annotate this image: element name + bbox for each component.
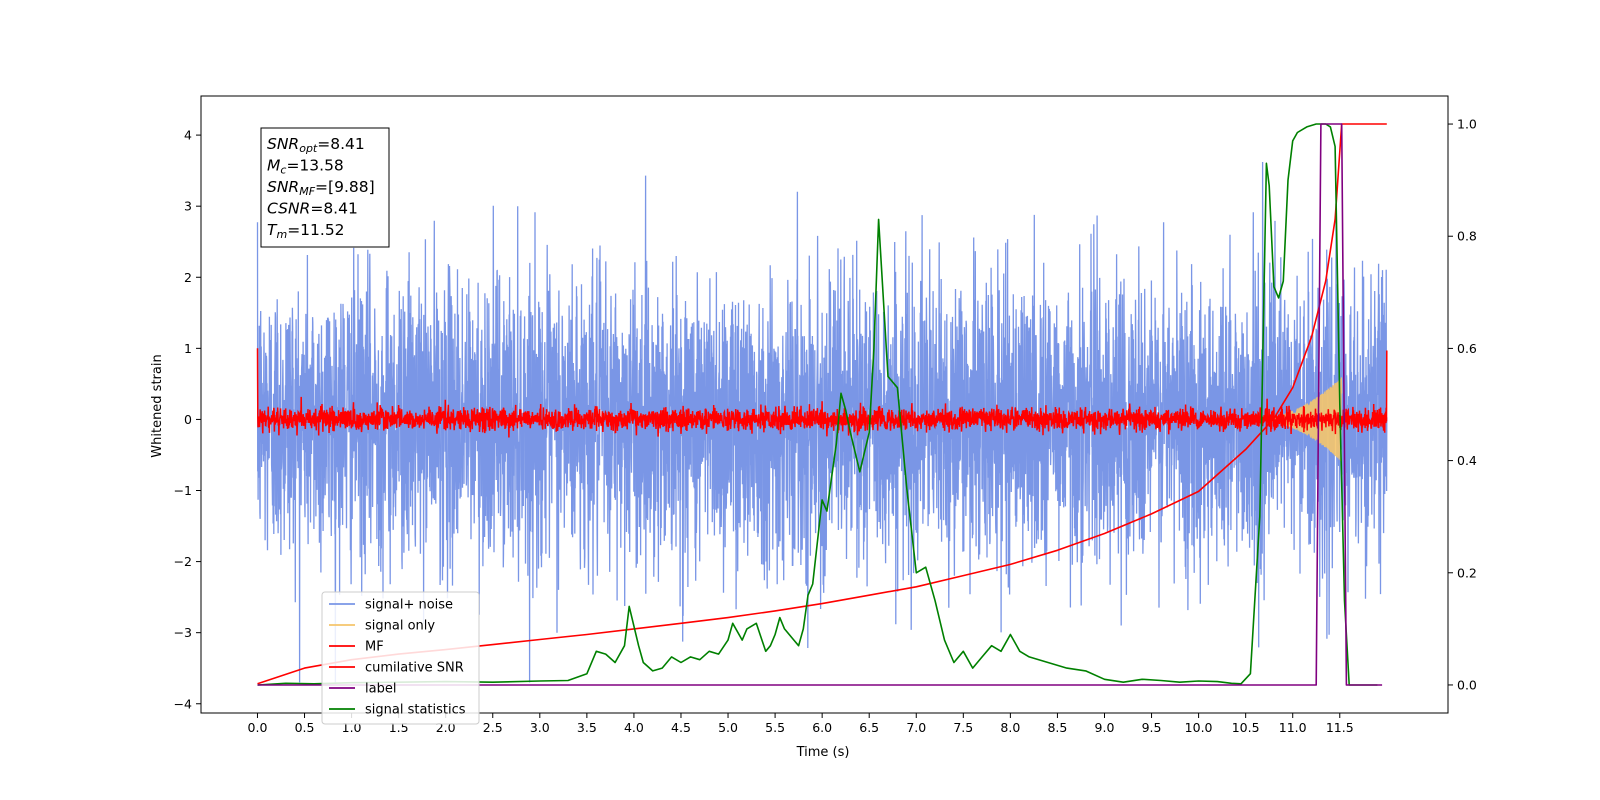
annotation-line: SNRopt=8.41 (267, 135, 365, 155)
y2-tick-label: 0.4 (1457, 453, 1477, 468)
y-tick-label: 1 (184, 341, 192, 356)
y2-tick-label: 0.2 (1457, 565, 1477, 580)
x-tick-label: 3.0 (530, 720, 550, 735)
legend-entry: cumilative SNR (329, 661, 464, 676)
plot-frame (200, 95, 1449, 714)
y-tick-label: −3 (174, 625, 192, 640)
annotation-line: Mc=13.58 (267, 157, 344, 177)
x-tick-label: 4.0 (624, 720, 644, 735)
y2-tick-label: 0.0 (1457, 677, 1477, 692)
legend-entry: label (329, 682, 396, 697)
x-axis: 0.0 0.5 1.0 1.5 2.0 2.5 3.0 3.5 4.0 4.5 5.0 5.5 6.0 6… (248, 713, 1354, 735)
legend-entry: signal+ noise (329, 598, 453, 613)
annotation-line: SNRMF=[9.88] (267, 178, 375, 198)
x-tick-label: 7.5 (953, 720, 973, 735)
series-label-line (257, 123, 1383, 686)
x-axis-label: Time (s) (796, 745, 850, 760)
x-tick-label: 4.5 (671, 720, 691, 735)
legend: signal+ noise signal only MF cumilative SNR… (321, 591, 480, 725)
y-axis-label: Whitened strain (150, 354, 165, 457)
x-tick-label: 10.0 (1185, 720, 1213, 735)
x-tick-label: 5.0 (718, 720, 738, 735)
x-tick-label: 7.0 (906, 720, 926, 735)
y-tick-label: −1 (174, 483, 192, 498)
legend-label: label (365, 682, 396, 697)
x-tick-label: 8.0 (1000, 720, 1020, 735)
x-tick-label: 6.0 (812, 720, 832, 735)
y-tick-label: −4 (174, 696, 192, 711)
legend-label: cumilative SNR (365, 661, 464, 676)
x-tick-label: 2.5 (483, 720, 503, 735)
x-tick-label: 6.5 (859, 720, 879, 735)
x-tick-label: 11.0 (1279, 720, 1307, 735)
legend-label: signal statistics (365, 703, 466, 718)
y-tick-label: −2 (174, 554, 192, 569)
legend-entry: MF (329, 640, 384, 655)
y-axis-left: 4 3 2 1 0 −1 −2 −3 −4 (174, 128, 201, 711)
legend-entry: signal only (329, 619, 435, 634)
x-tick-label: 9.5 (1142, 720, 1162, 735)
x-tick-label: 9.0 (1095, 720, 1115, 735)
y2-tick-label: 1.0 (1457, 117, 1477, 132)
y-tick-label: 0 (184, 412, 192, 427)
x-tick-label: 5.5 (765, 720, 785, 735)
y-tick-label: 3 (184, 199, 192, 214)
annotation-line: Tm=11.52 (267, 221, 345, 241)
legend-label: signal+ noise (365, 598, 453, 613)
annotation-line: CSNR=8.41 (267, 200, 358, 218)
y2-tick-label: 0.6 (1457, 341, 1477, 356)
legend-label: MF (365, 640, 384, 655)
x-tick-label: 0.0 (248, 720, 268, 735)
y2-tick-label: 0.8 (1457, 229, 1477, 244)
y-tick-label: 2 (184, 270, 192, 285)
x-tick-label: 10.5 (1232, 720, 1260, 735)
x-tick-label: 11.5 (1326, 720, 1354, 735)
x-tick-label: 3.5 (577, 720, 597, 735)
x-tick-label: 8.5 (1047, 720, 1067, 735)
legend-label: signal only (365, 619, 435, 634)
legend-entry: signal statistics (329, 703, 466, 718)
y-axis-right: 1.0 0.8 0.6 0.4 0.2 0.0 (1448, 117, 1477, 692)
series-mf-line (256, 348, 1388, 438)
y-tick-label: 4 (184, 128, 192, 143)
series-signal-statistics-line (257, 123, 1378, 686)
x-tick-label: 0.5 (295, 720, 315, 735)
